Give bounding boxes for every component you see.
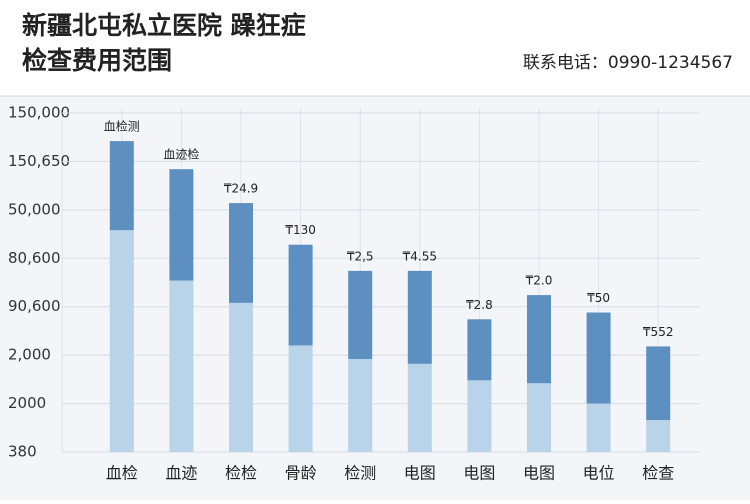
x-tick-label: 骨龄 (285, 464, 317, 483)
x-tick-label: 检查 (642, 464, 674, 483)
bar-segment (407, 270, 432, 364)
bar-segment (467, 380, 492, 452)
x-tick-label: 电图 (463, 464, 495, 483)
y-tick-label: 90,600 (8, 297, 61, 315)
bar-annotation: 血检测 (104, 119, 140, 134)
x-tick-label: 电图 (523, 464, 555, 483)
bar-segment (527, 295, 551, 384)
bar-annotation: ₸2.0 (526, 274, 553, 288)
bar-segment (646, 346, 671, 421)
y-tick-label: 150,000 (8, 104, 70, 122)
y-tick-label: 50,000 (8, 200, 61, 218)
x-tick-label: 血检 (106, 464, 138, 483)
bar-segment (169, 169, 194, 281)
bar-segment (467, 319, 492, 381)
bar-annotation: ₸24.9 (224, 182, 258, 196)
bar-segment (229, 203, 253, 303)
bar-segment (348, 270, 373, 360)
y-tick-label: 80,600 (8, 249, 61, 267)
bar-annotation: ₸2.8 (466, 298, 493, 312)
bar-segment (288, 244, 313, 346)
bar-segment (109, 230, 134, 452)
bar-segment (586, 312, 611, 404)
bar-segment (288, 345, 313, 452)
x-tick-label: 电位 (583, 464, 615, 483)
bar-segment (109, 141, 134, 231)
phone: 联系电话：0990-1234567 (523, 53, 733, 73)
x-tick-label: 电图 (404, 464, 436, 483)
bar-annotation: 血迹检 (163, 147, 199, 162)
bar-annotation: ₸50 (587, 291, 610, 305)
title-line1: 新疆北屯私立医院 躁狂症 (22, 11, 306, 40)
y-tick-label: 2000 (8, 394, 46, 412)
bar-segment (586, 403, 611, 452)
x-tick-label: 检检 (225, 464, 257, 483)
x-tick-label: 检测 (344, 464, 376, 483)
bar-segment (229, 302, 253, 452)
y-tick-label: 2,000 (8, 346, 51, 364)
bar-annotation: ₸552 (643, 325, 674, 339)
y-tick-label: 380 (8, 443, 37, 461)
bar-annotation: ₸130 (285, 223, 316, 237)
x-tick-label: 血迹 (165, 464, 197, 483)
bar-annotation: ₸4.55 (403, 249, 437, 263)
bar-segment (169, 280, 194, 452)
bar-segment (407, 363, 432, 452)
bar-segment (348, 359, 373, 452)
bar-annotation: ₸2,5 (347, 249, 374, 263)
y-tick-label: 150,650 (8, 152, 70, 170)
title-line2: 检查费用范围 (22, 46, 172, 75)
bar-segment (527, 383, 551, 452)
bar-segment (646, 420, 671, 452)
